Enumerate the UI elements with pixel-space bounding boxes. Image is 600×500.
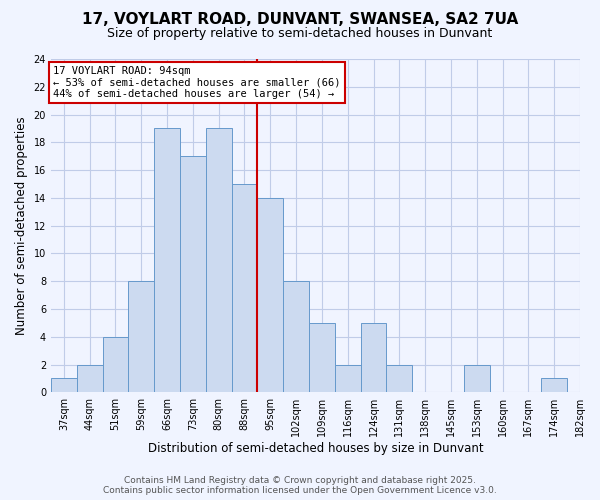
Bar bbox=[541, 378, 567, 392]
Bar bbox=[51, 378, 77, 392]
Bar bbox=[335, 364, 361, 392]
Bar bbox=[283, 281, 309, 392]
Bar bbox=[232, 184, 257, 392]
Bar bbox=[128, 281, 154, 392]
Bar bbox=[206, 128, 232, 392]
Bar bbox=[309, 323, 335, 392]
Text: Size of property relative to semi-detached houses in Dunvant: Size of property relative to semi-detach… bbox=[107, 28, 493, 40]
Bar bbox=[257, 198, 283, 392]
Bar bbox=[77, 364, 103, 392]
Bar bbox=[103, 337, 128, 392]
X-axis label: Distribution of semi-detached houses by size in Dunvant: Distribution of semi-detached houses by … bbox=[148, 442, 483, 455]
Bar bbox=[464, 364, 490, 392]
Text: Contains HM Land Registry data © Crown copyright and database right 2025.
Contai: Contains HM Land Registry data © Crown c… bbox=[103, 476, 497, 495]
Y-axis label: Number of semi-detached properties: Number of semi-detached properties bbox=[15, 116, 28, 335]
Bar bbox=[154, 128, 180, 392]
Text: 17, VOYLART ROAD, DUNVANT, SWANSEA, SA2 7UA: 17, VOYLART ROAD, DUNVANT, SWANSEA, SA2 … bbox=[82, 12, 518, 28]
Text: 17 VOYLART ROAD: 94sqm
← 53% of semi-detached houses are smaller (66)
44% of sem: 17 VOYLART ROAD: 94sqm ← 53% of semi-det… bbox=[53, 66, 341, 99]
Bar bbox=[386, 364, 412, 392]
Bar bbox=[180, 156, 206, 392]
Bar bbox=[361, 323, 386, 392]
